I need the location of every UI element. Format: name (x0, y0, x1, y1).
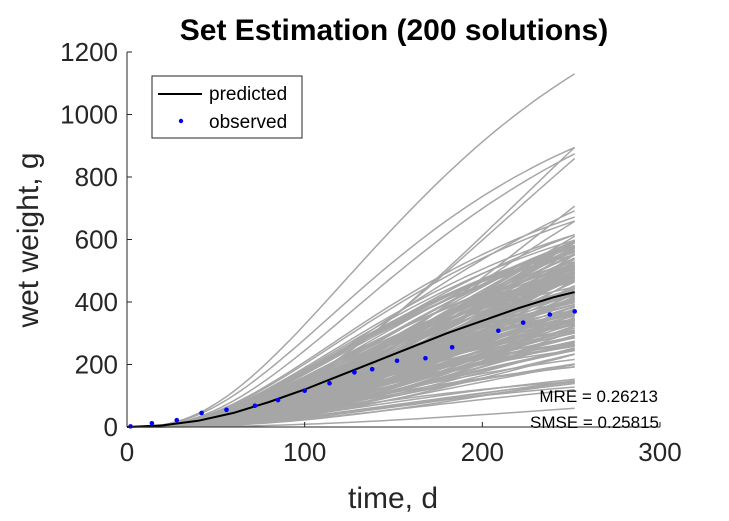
plot-area (126, 73, 578, 429)
mre-annotation: MRE = 0.26213 (539, 387, 658, 406)
y-tick-label: 600 (75, 225, 118, 255)
observed-point (520, 320, 526, 325)
observed-point (199, 410, 204, 416)
ensemble-curve (127, 337, 575, 428)
x-axis-label: time, d (348, 482, 438, 515)
y-ticks: 0 200 400 600 800 1000 1200 (60, 37, 132, 442)
ensemble-curve (127, 366, 575, 428)
x-tick-label: 200 (461, 437, 504, 467)
y-tick-label: 400 (75, 287, 118, 317)
observed-point (149, 420, 155, 426)
observed-point (449, 345, 455, 350)
observed-point (352, 370, 357, 375)
legend-predicted-label: predicted (209, 84, 287, 105)
x-tick-label: 0 (120, 437, 134, 467)
y-axis-label: wet weight, g (12, 152, 45, 328)
observed-point (302, 388, 307, 394)
y-tick-label: 0 (104, 412, 118, 442)
observed-point (572, 309, 578, 314)
y-tick-label: 200 (75, 350, 118, 380)
x-ticks: 0 100 200 300 (120, 422, 682, 467)
legend: predicted observed (151, 75, 303, 139)
observed-point (275, 397, 281, 403)
predicted-line (126, 291, 575, 428)
observed-point (224, 407, 229, 413)
legend-observed-label: observed (209, 112, 287, 133)
observed-point (496, 328, 501, 334)
x-tick-label: 300 (638, 437, 681, 467)
chart-title: Set Estimation (200 solutions) (180, 14, 608, 47)
observed-point (174, 417, 180, 423)
observed-point (128, 424, 133, 429)
legend-observed-swatch (178, 118, 184, 124)
x-tick-label: 100 (283, 437, 326, 467)
observed-point (547, 312, 553, 317)
observed-point (252, 403, 258, 409)
observed-points (128, 309, 578, 429)
legend-box (151, 75, 303, 139)
observed-point (423, 355, 428, 361)
axes: 0 100 200 300 0 200 400 600 800 1000 1200 (60, 37, 682, 467)
y-tick-label: 1000 (60, 100, 118, 130)
observed-point (327, 380, 332, 386)
y-tick-label: 1200 (60, 37, 118, 67)
ensemble-curves (127, 73, 576, 428)
smse-annotation: SMSE = 0.25815 (530, 413, 659, 432)
observed-point (369, 366, 375, 372)
observed-point (394, 358, 400, 364)
y-tick-label: 800 (75, 162, 118, 192)
ensemble-curve (127, 153, 576, 428)
ensemble-curve (127, 244, 575, 428)
